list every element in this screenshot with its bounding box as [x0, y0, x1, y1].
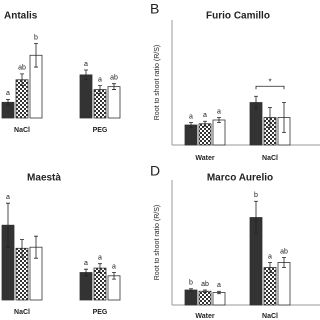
error-bar [254, 95, 258, 110]
bar [212, 119, 226, 146]
error-bar [34, 43, 38, 68]
bar [198, 123, 212, 146]
error-bar [189, 122, 193, 128]
significance-letter: a [217, 108, 221, 115]
x-tick-label: Water [195, 155, 214, 162]
significance-letter: ab [280, 248, 288, 255]
significance-letter: ab [201, 281, 209, 288]
bar [277, 262, 291, 306]
panel-title: Maestà [27, 173, 61, 184]
x-tick-label: NaCl [262, 155, 278, 162]
panel-title: Marco Aurelio [207, 173, 273, 184]
error-bar [282, 257, 286, 268]
panel-label: B [150, 1, 159, 17]
x-tick-label: PEG [93, 127, 108, 134]
bar [79, 74, 93, 119]
bar [107, 86, 121, 119]
significance-letter: b [254, 192, 258, 199]
significance-letter: ab [110, 75, 118, 82]
bar [263, 267, 277, 306]
significance-letter: a [98, 255, 102, 262]
panel-title: Antalis [4, 11, 38, 22]
error-bar [6, 98, 10, 106]
significance-mark: * [268, 77, 271, 86]
significance-letter: a [112, 263, 116, 270]
panel-label: D [150, 163, 160, 179]
error-bar [268, 262, 272, 273]
significance-letter: a [84, 260, 88, 267]
error-bar [84, 69, 88, 81]
error-bar [217, 117, 221, 123]
significance-letter: a [6, 194, 10, 201]
x-tick-label: NaCl [14, 127, 30, 134]
error-bar [20, 73, 24, 87]
error-bar [98, 263, 102, 273]
x-tick-label: Water [195, 313, 214, 320]
error-bar [254, 200, 258, 235]
error-bar [112, 272, 116, 280]
error-bar [203, 120, 207, 127]
error-bar [282, 102, 286, 133]
bar [198, 290, 212, 306]
significance-letter: a [98, 77, 102, 84]
error-bar [34, 235, 38, 259]
error-bar [98, 85, 102, 94]
error-bar [112, 83, 116, 90]
bar [212, 292, 226, 306]
y-axis-label: Root to shoot ratio (R/S) [154, 205, 161, 280]
significance-letter: a [268, 253, 272, 260]
x-tick-label: NaCl [262, 313, 278, 320]
significance-bracket [255, 85, 285, 90]
significance-letter: b [189, 280, 193, 287]
error-bar [20, 239, 24, 258]
significance-letter: a [189, 113, 193, 120]
panel-title: Furio Camillo [206, 11, 270, 22]
significance-letter: ab [18, 65, 26, 72]
x-tick-label: PEG [93, 309, 108, 316]
significance-letter: a [84, 61, 88, 68]
error-bar [203, 289, 207, 293]
error-bar [6, 202, 10, 248]
significance-letter: a [217, 282, 221, 289]
error-bar [217, 290, 221, 295]
error-bar [189, 288, 193, 292]
significance-letter: a [6, 90, 10, 97]
x-tick-label: NaCl [14, 309, 30, 316]
significance-letter: a [203, 112, 207, 119]
bar [184, 289, 198, 306]
bar [184, 124, 198, 146]
bar [79, 272, 93, 301]
error-bar [84, 268, 88, 277]
significance-letter: b [34, 34, 38, 41]
error-bar [268, 107, 272, 128]
y-axis-label: Root to shoot ratio (R/S) [154, 45, 161, 120]
